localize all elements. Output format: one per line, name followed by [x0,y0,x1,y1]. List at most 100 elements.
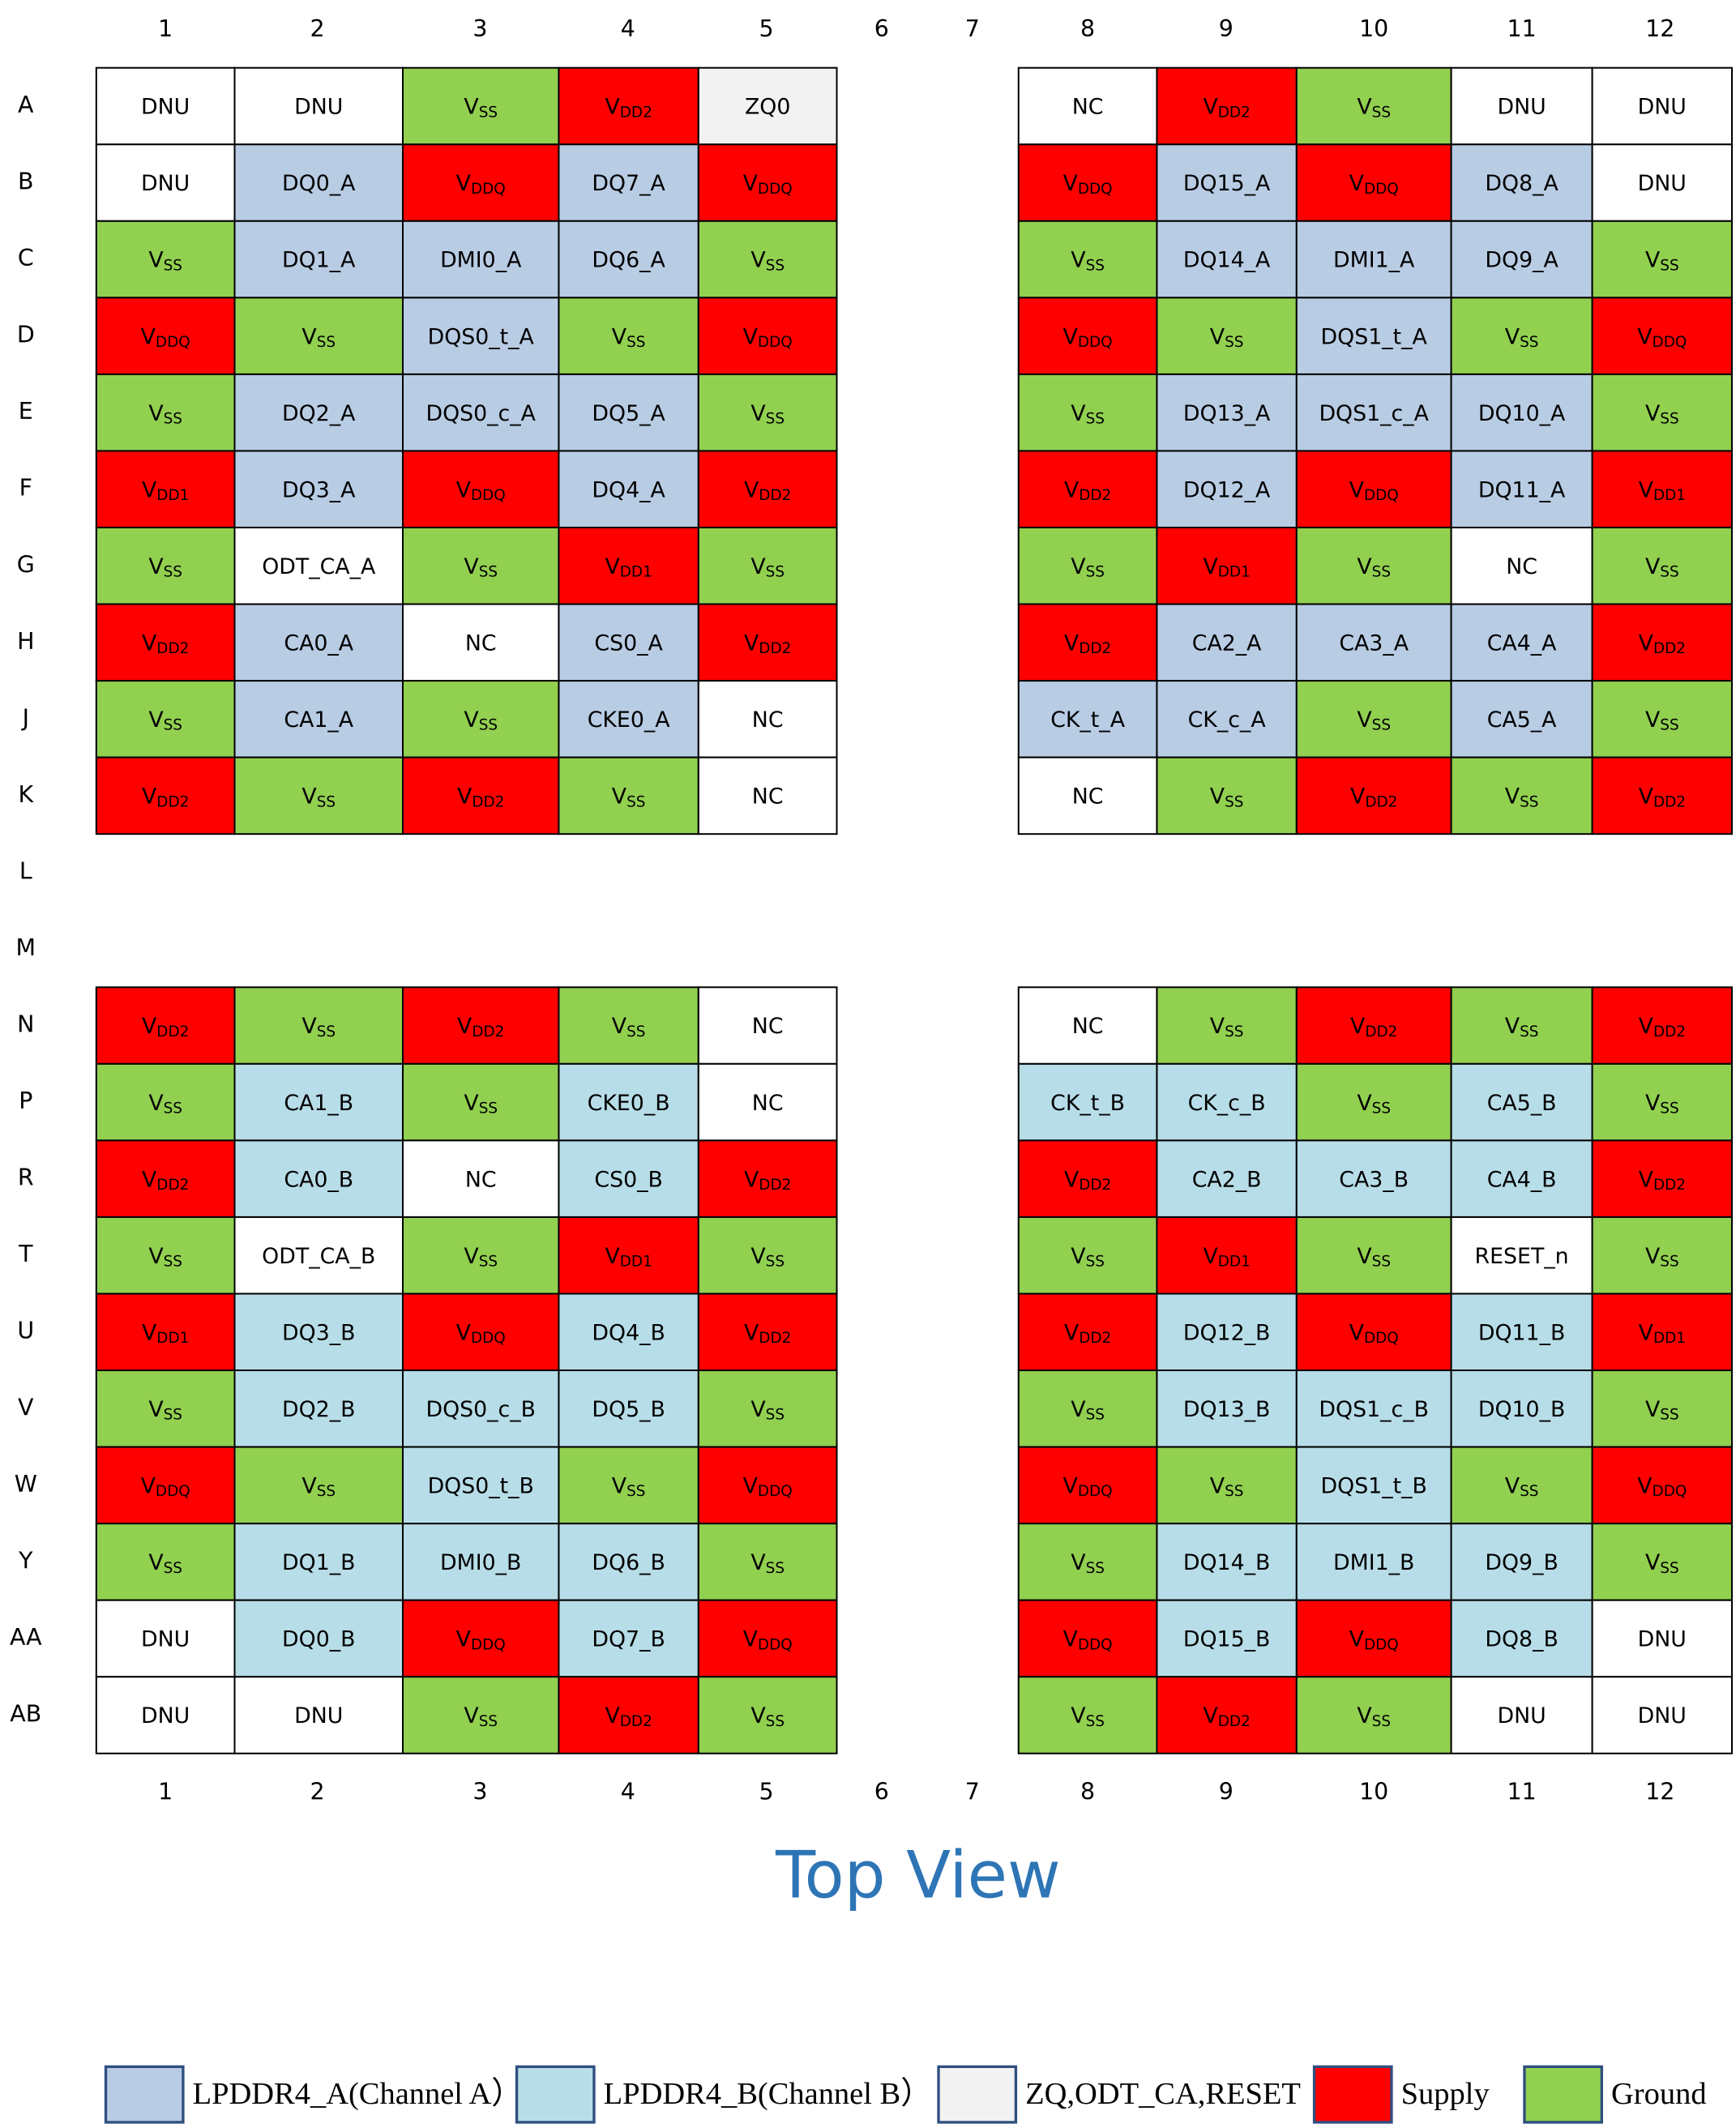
pin-name-main: CA3_B [1339,1167,1409,1192]
pin-name: VSS [1645,247,1679,274]
pin-cell [558,986,699,1065]
pin-name-main: V [1639,1320,1654,1345]
pin-name-subscript: SS [1372,1713,1391,1730]
row-letter: D [17,322,35,348]
pin-name-main: V [1350,1014,1366,1039]
pin-name-subscript: SS [1086,1254,1105,1271]
pin-name-main: DQ14_A [1183,247,1271,272]
column-number: 10 [1359,1778,1388,1805]
pin-cell [1295,1370,1452,1448]
pin-name-main: DQ2_A [282,400,356,425]
pin-name: DNU [1497,94,1546,119]
pin-name: DQS1_t_A [1321,324,1428,349]
legend-swatch [937,2065,1018,2124]
pin-name-subscript: SS [1086,1560,1105,1577]
pin-cell [1450,1139,1593,1218]
pin-cell [233,1523,404,1601]
pin-name-main: CA4_B [1487,1167,1557,1192]
pin-name-subscript: SS [479,564,498,581]
pin-cell [1591,986,1733,1065]
pin-name: VSS [1645,1550,1679,1577]
pin-name: VSS [148,247,182,274]
pin-name: DQ8_B [1485,1626,1558,1652]
pin-name-main: DQ11_A [1478,477,1566,502]
pin-name-subscript: DD2 [1653,1023,1686,1040]
pin-name-subscript: DD1 [156,487,189,504]
pin-name-main: V [1071,1703,1086,1728]
pin-name-main: V [142,630,157,656]
pin-name-subscript: SS [1225,1023,1243,1040]
pin-name-main: DNU [1638,94,1687,119]
pin-name-main: DQ9_A [1485,247,1559,272]
pin-name: DNU [141,1626,190,1652]
pin-name: VDDQ [743,1626,793,1653]
pin-cell [402,986,560,1065]
pin-name: VDD2 [1064,1167,1111,1194]
pin-name-main: V [464,553,479,579]
pin-name: DQ13_B [1183,1396,1270,1421]
pin-name-main: CA1_A [284,707,353,733]
pin-name-main: V [142,477,157,502]
pin-name: VDDQ [743,324,793,351]
column-number: 10 [1359,15,1388,42]
pin-name: VSS [750,247,785,274]
pin-name-subscript: SS [479,1254,498,1271]
pin-name: DQ8_A [1485,171,1559,196]
pin-name: VSS [464,1243,498,1270]
pin-name: VSS [1071,1243,1105,1270]
pin-name: CKE0_A [588,707,671,733]
pin-name-subscript: DDQ [1364,1636,1399,1653]
pin-name-main: V [1210,784,1225,809]
pin-name: VDD2 [1639,784,1686,810]
pin-name: VSS [1357,1243,1391,1270]
pin-name: VSS [750,1550,785,1577]
pin-name-main: V [301,324,317,349]
pin-cell [1017,1676,1158,1754]
pin-cell [1591,1676,1733,1754]
pin-cell [95,1446,236,1525]
pin-name: VSS [1645,1090,1679,1117]
pin-name: VSS [1357,94,1391,121]
pin-name-main: CA4_A [1487,630,1557,656]
pin-name-main: V [142,784,157,809]
pin-name-main: V [1637,1473,1653,1498]
pin-name: VDD2 [1064,477,1111,504]
pin-cell [402,1293,560,1372]
pin-name: DQ15_B [1183,1626,1270,1652]
pin-name: VDDQ [1063,1473,1113,1500]
pin-cell [402,1446,560,1525]
pin-cell [1295,1216,1452,1295]
pin-cell [558,1139,699,1218]
pin-cell [1156,373,1298,452]
pin-name-main: V [605,1243,620,1268]
pin-cell [1295,756,1452,835]
pin-name-main: NC [1072,784,1104,809]
pin-name: DQ6_A [592,247,665,272]
column-number: 6 [874,1778,889,1805]
pin-name-main: DQ1_A [282,247,356,272]
pin-name: VSS [148,1090,182,1117]
pin-name: VDD2 [744,1320,791,1347]
pin-cell [1017,680,1158,758]
pin-name: DQ7_A [592,171,665,196]
pin-name: NC [1506,553,1537,579]
pin-cell [558,1599,699,1678]
pin-name: ODT_CA_B [262,1243,375,1268]
pin-cell [1450,986,1593,1065]
pin-name: DNU [1638,1626,1687,1652]
pin-name-main: V [456,477,472,502]
pin-cell [95,756,236,835]
pin-cell [402,1139,560,1218]
pin-name: VDDQ [743,171,793,198]
pin-name-main: DQ12_B [1183,1320,1270,1345]
pin-name-main: V [1071,1396,1086,1421]
pin-name-main: V [148,1090,164,1115]
pin-name-subscript: SS [317,334,336,351]
pin-name-subscript: SS [626,793,645,810]
pin-name-subscript: SS [1225,334,1243,351]
pin-name: VSS [301,784,336,810]
pin-name: DQ9_B [1485,1550,1558,1575]
pin-name: NC [465,630,497,656]
pin-name: VSS [1071,1550,1105,1577]
pin-name-subscript: SS [626,334,645,351]
